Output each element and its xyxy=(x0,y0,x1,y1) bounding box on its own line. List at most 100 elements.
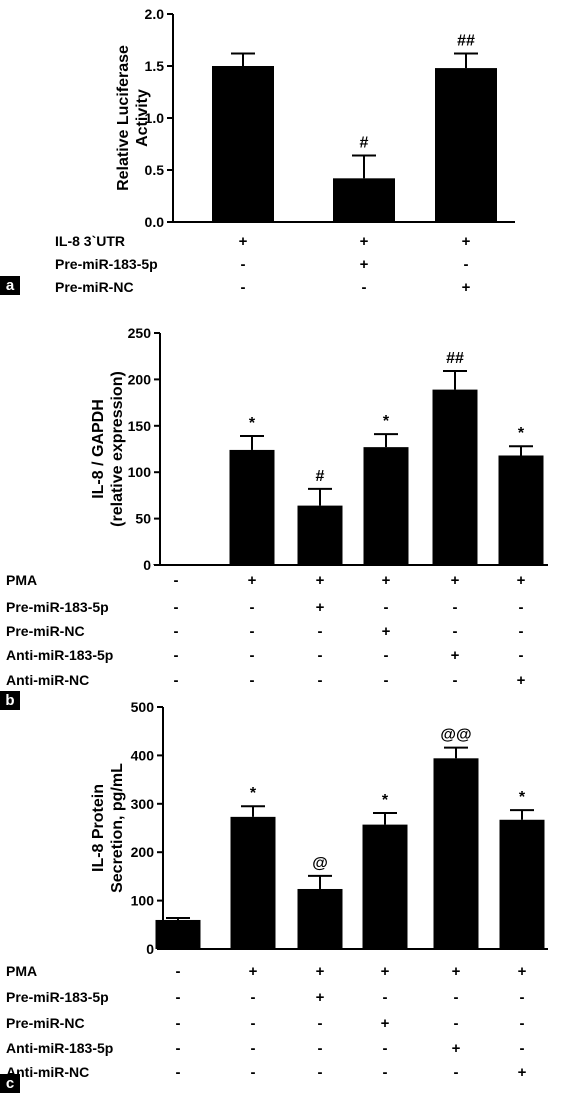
annotation-2: # xyxy=(360,134,369,151)
condition-sign: - xyxy=(174,623,179,640)
bar-3 xyxy=(297,505,343,565)
y-tick-label: 400 xyxy=(131,747,155,763)
condition-sign: + xyxy=(316,572,325,589)
condition-sign: + xyxy=(451,647,460,664)
y-tick-label: 2.0 xyxy=(145,6,165,22)
y-tick-label: 1.5 xyxy=(145,58,165,74)
condition-sign: - xyxy=(318,647,323,664)
condition-sign: - xyxy=(318,1015,323,1032)
condition-sign: + xyxy=(382,623,391,640)
condition-sign: - xyxy=(384,647,389,664)
panel-label: b xyxy=(5,692,14,709)
condition-sign: - xyxy=(318,672,323,689)
y-tick-label: 0 xyxy=(146,941,154,957)
condition-sign: - xyxy=(383,1064,388,1081)
y-tick-label: 200 xyxy=(128,371,152,387)
condition-sign: - xyxy=(176,989,181,1006)
annotation-3: @ xyxy=(312,855,328,872)
condition-sign: + xyxy=(462,233,471,250)
condition-sign: - xyxy=(251,1015,256,1032)
panel-c: 0 100 200 300 400 500 IL-8 Protein Secretion, p… xyxy=(0,699,548,1093)
y-tick-label: 100 xyxy=(131,893,155,909)
condition-sign: - xyxy=(464,256,469,273)
condition-sign: + xyxy=(518,1064,527,1081)
condition-label: Anti-miR-183-5p xyxy=(6,647,113,663)
y-axis-label: IL-8 Protein Secretion, pg/mL xyxy=(90,763,126,893)
annotation-2: * xyxy=(249,415,256,432)
panel-a: 0.0 0.5 1.0 1.5 2.0 Relative Luciferase Activi… xyxy=(0,6,515,296)
y-axis-label-line: IL-8 Protein xyxy=(90,784,107,872)
condition-sign: - xyxy=(453,599,458,616)
condition-sign: - xyxy=(174,572,179,589)
bar-6 xyxy=(498,455,544,565)
y-tick-label: 500 xyxy=(131,699,155,715)
condition-sign: - xyxy=(362,279,367,296)
y-tick-label: 1.0 xyxy=(145,110,165,126)
condition-sign: + xyxy=(316,989,325,1006)
condition-sign: - xyxy=(454,1015,459,1032)
bar-1 xyxy=(153,564,199,565)
condition-sign: - xyxy=(318,1064,323,1081)
y-axis-label-line: IL-8 / GAPDH xyxy=(90,399,107,499)
panel-label-box xyxy=(0,1074,20,1093)
condition-sign: - xyxy=(176,1040,181,1057)
annotation-3: ## xyxy=(457,33,475,50)
condition-sign: + xyxy=(360,256,369,273)
condition-sign: - xyxy=(176,963,181,980)
bar-2 xyxy=(229,449,275,565)
condition-sign: + xyxy=(518,963,527,980)
bar-3 xyxy=(297,888,343,949)
bar-4 xyxy=(363,447,409,565)
condition-sign: - xyxy=(454,989,459,1006)
condition-sign: + xyxy=(381,1015,390,1032)
condition-sign: - xyxy=(251,1040,256,1057)
annotation-4: * xyxy=(383,413,390,430)
condition-sign: + xyxy=(382,572,391,589)
annotation-6: * xyxy=(519,789,526,806)
y-axis-label-line: Secretion, pg/mL xyxy=(109,763,126,893)
condition-label: Pre-miR-NC xyxy=(6,1015,85,1031)
panel-label-box xyxy=(0,276,20,295)
y-axis-label-line: Activity xyxy=(134,89,151,147)
bar-1 xyxy=(155,919,201,949)
condition-sign: - xyxy=(520,1015,525,1032)
condition-sign: - xyxy=(519,647,524,664)
condition-sign: - xyxy=(383,1040,388,1057)
panel-label: c xyxy=(6,1075,14,1092)
bar-2 xyxy=(333,178,395,222)
condition-sign: - xyxy=(383,989,388,1006)
y-axis-label-line: (relative expression) xyxy=(109,371,126,527)
y-tick-label: 300 xyxy=(131,796,155,812)
condition-sign: - xyxy=(176,1064,181,1081)
bar-1 xyxy=(212,66,274,222)
panel-label: a xyxy=(6,277,15,294)
y-tick-label: 100 xyxy=(128,464,152,480)
bar-3 xyxy=(435,68,497,222)
condition-sign: - xyxy=(251,1064,256,1081)
condition-sign: + xyxy=(452,963,461,980)
bar-5 xyxy=(433,758,479,949)
y-tick-label: 0.5 xyxy=(145,162,165,178)
bar-4 xyxy=(362,824,408,949)
condition-sign: + xyxy=(451,572,460,589)
condition-label: Pre-miR-NC xyxy=(55,279,134,295)
condition-sign: - xyxy=(241,279,246,296)
condition-sign: - xyxy=(520,989,525,1006)
panel-b: 0 50 100 150 200 250 IL-8 / GAPDH (relative exp… xyxy=(0,325,548,710)
condition-sign: - xyxy=(250,599,255,616)
condition-label: PMA xyxy=(6,572,37,588)
annotation-5: ## xyxy=(446,350,464,367)
condition-sign: + xyxy=(462,279,471,296)
panel-label-box xyxy=(0,691,20,710)
y-tick-label: 0.0 xyxy=(145,214,165,230)
condition-sign: - xyxy=(454,1064,459,1081)
condition-sign: - xyxy=(520,1040,525,1057)
condition-sign: + xyxy=(316,963,325,980)
annotation-4: * xyxy=(382,792,389,809)
condition-sign: + xyxy=(517,572,526,589)
condition-sign: - xyxy=(174,672,179,689)
condition-sign: - xyxy=(519,599,524,616)
condition-sign: + xyxy=(452,1040,461,1057)
condition-sign: + xyxy=(360,233,369,250)
